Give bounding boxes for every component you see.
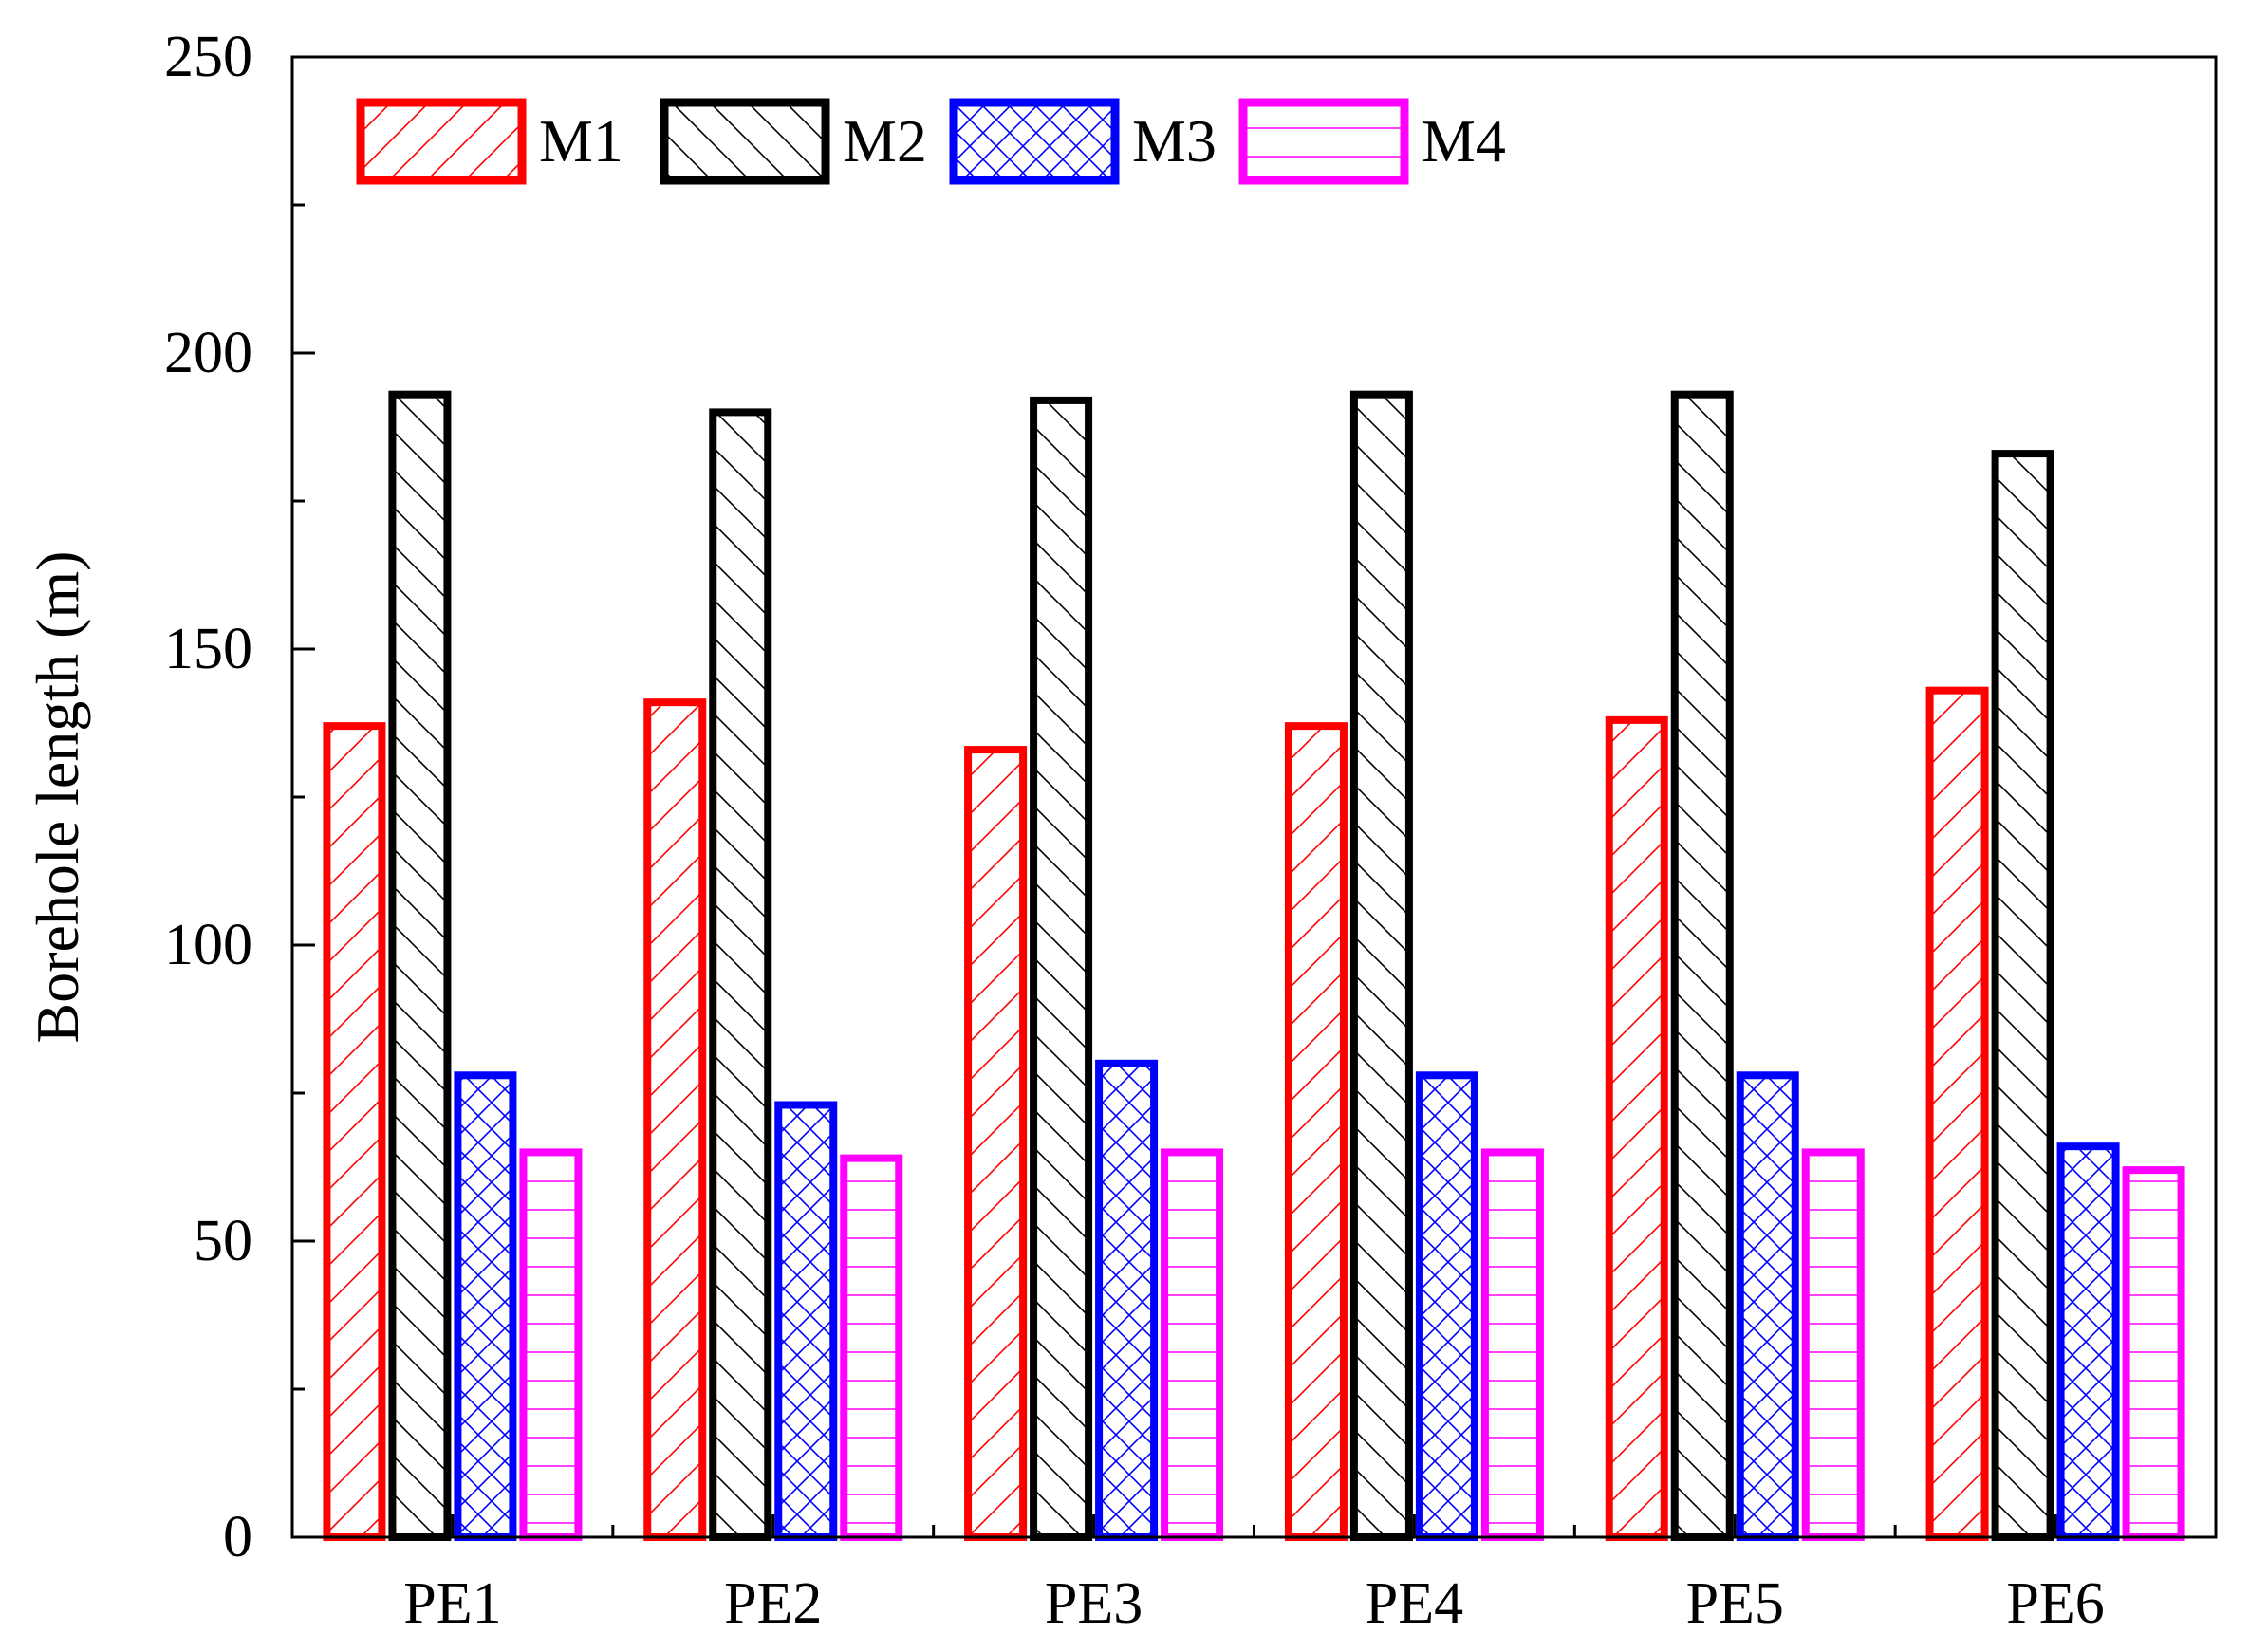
bar-m4-pe3 (1161, 1148, 1224, 1542)
bar-m4-pe1 (519, 1148, 583, 1542)
bars-layer (323, 390, 2185, 1542)
y-tick-label: 0 (223, 1505, 252, 1569)
x-tick-label-pe4: PE4 (1366, 1571, 1463, 1636)
bar-m1-pe1 (323, 722, 386, 1541)
bar-m2-pe6 (1991, 450, 2054, 1542)
axes-layer: 0 50 100 150 200 250 PE1 PE2 PE3 PE4 PE5 PE6 (164, 25, 2105, 1636)
legend-label-m2: M2 (843, 107, 927, 175)
legend: M1 M2 M3 M4 (356, 98, 1506, 185)
y-tick-label: 150 (164, 617, 252, 681)
bar-m3-pe3 (1095, 1059, 1159, 1542)
y-tick-label: 100 (164, 913, 252, 977)
legend-swatch-m1 (356, 98, 527, 185)
legend-label-m3: M3 (1132, 107, 1217, 175)
y-tick-label: 50 (194, 1209, 252, 1273)
bar-m2-pe3 (1030, 396, 1093, 1541)
x-tick-label-pe2: PE2 (724, 1571, 822, 1636)
bar-m4-pe6 (2122, 1166, 2185, 1541)
bar-m3-pe1 (454, 1071, 517, 1542)
bar-m1-pe4 (1284, 722, 1348, 1541)
bar-m4-pe4 (1480, 1148, 1544, 1542)
bar-m2-pe1 (388, 390, 452, 1541)
legend-label-m4: M4 (1422, 107, 1506, 175)
x-tick-label-pe3: PE3 (1045, 1571, 1143, 1636)
legend-label-m1: M1 (539, 107, 623, 175)
legend-swatch-m2 (660, 98, 830, 185)
bar-m1-pe5 (1605, 715, 1668, 1541)
bar-m1-pe3 (964, 746, 1028, 1541)
y-axis-title: Borehole length (m) (24, 551, 91, 1044)
bar-m3-pe4 (1415, 1071, 1478, 1542)
bar-m1-pe2 (643, 698, 707, 1541)
y-tick-label: 200 (164, 321, 252, 385)
legend-swatch-m3 (949, 98, 1120, 185)
bar-m3-pe5 (1736, 1071, 1799, 1542)
bar-m2-pe5 (1670, 390, 1734, 1541)
bar-m4-pe5 (1801, 1148, 1865, 1542)
bar-m2-pe4 (1349, 390, 1413, 1541)
x-tick-label-pe1: PE1 (403, 1571, 501, 1636)
x-tick-label-pe5: PE5 (1686, 1571, 1784, 1636)
bar-m3-pe2 (774, 1101, 838, 1541)
y-tick-label: 250 (164, 25, 252, 89)
bar-m4-pe2 (840, 1154, 903, 1541)
bar-m1-pe6 (1925, 686, 1989, 1541)
bar-m2-pe2 (709, 408, 772, 1541)
x-tick-label-pe6: PE6 (2006, 1571, 2104, 1636)
bar-m3-pe6 (2056, 1142, 2120, 1542)
legend-swatch-m4 (1238, 98, 1409, 185)
